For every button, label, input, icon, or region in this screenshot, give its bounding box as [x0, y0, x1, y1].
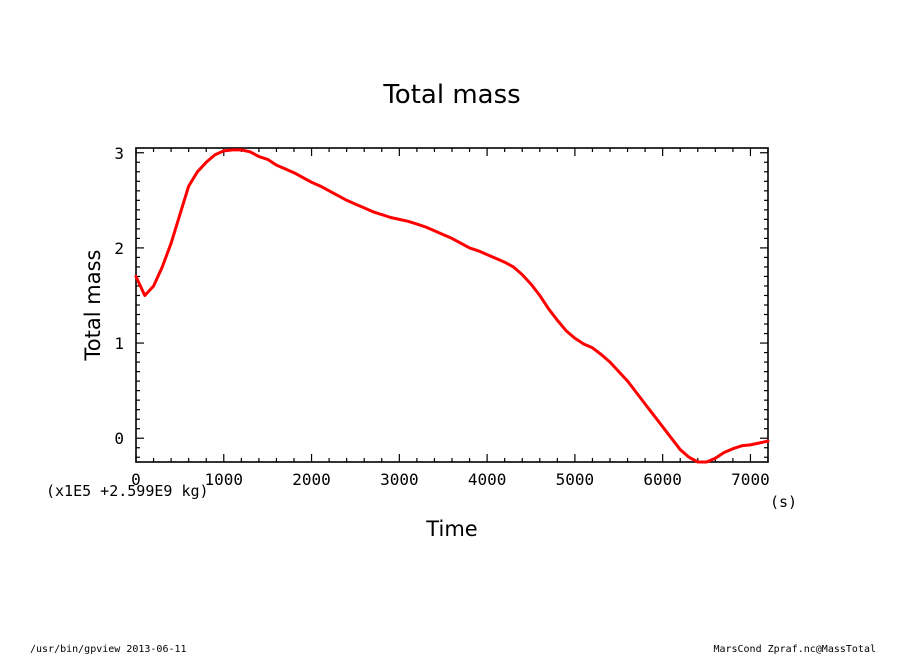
- x-tick-label: 2000: [292, 470, 331, 489]
- x-tick-label: 6000: [643, 470, 682, 489]
- x-tick-label: 5000: [556, 470, 595, 489]
- x-unit-label: (s): [770, 493, 797, 511]
- axis-ticks: [135, 148, 769, 462]
- y-axis-label: Total mass: [81, 250, 105, 362]
- x-tick-label: 1000: [205, 470, 244, 489]
- y-unit-label: (x1E5 +2.599E9 kg): [46, 482, 209, 500]
- x-tick-label: 4000: [468, 470, 507, 489]
- y-tick-label: 0: [114, 429, 124, 448]
- y-tick-label: 2: [114, 239, 124, 258]
- tick-labels: 0 1000 2000 3000 4000 5000 6000 7000 0 1 2 3: [114, 144, 769, 489]
- x-tick-label: 7000: [731, 470, 770, 489]
- y-tick-label: 3: [114, 144, 124, 163]
- chart-title: Total mass: [382, 80, 520, 110]
- footer-right: MarsCond_Zpraf.nc@MassTotal: [713, 644, 876, 654]
- series-line: [134, 148, 770, 464]
- y-tick-label: 1: [114, 334, 124, 353]
- plot-frame: [135, 147, 769, 463]
- footer-left: /usr/bin/gpview 2013-06-11: [30, 644, 187, 654]
- x-tick-label: 0: [131, 470, 141, 489]
- x-tick-label: 3000: [380, 470, 419, 489]
- x-axis-label: Time: [425, 517, 477, 541]
